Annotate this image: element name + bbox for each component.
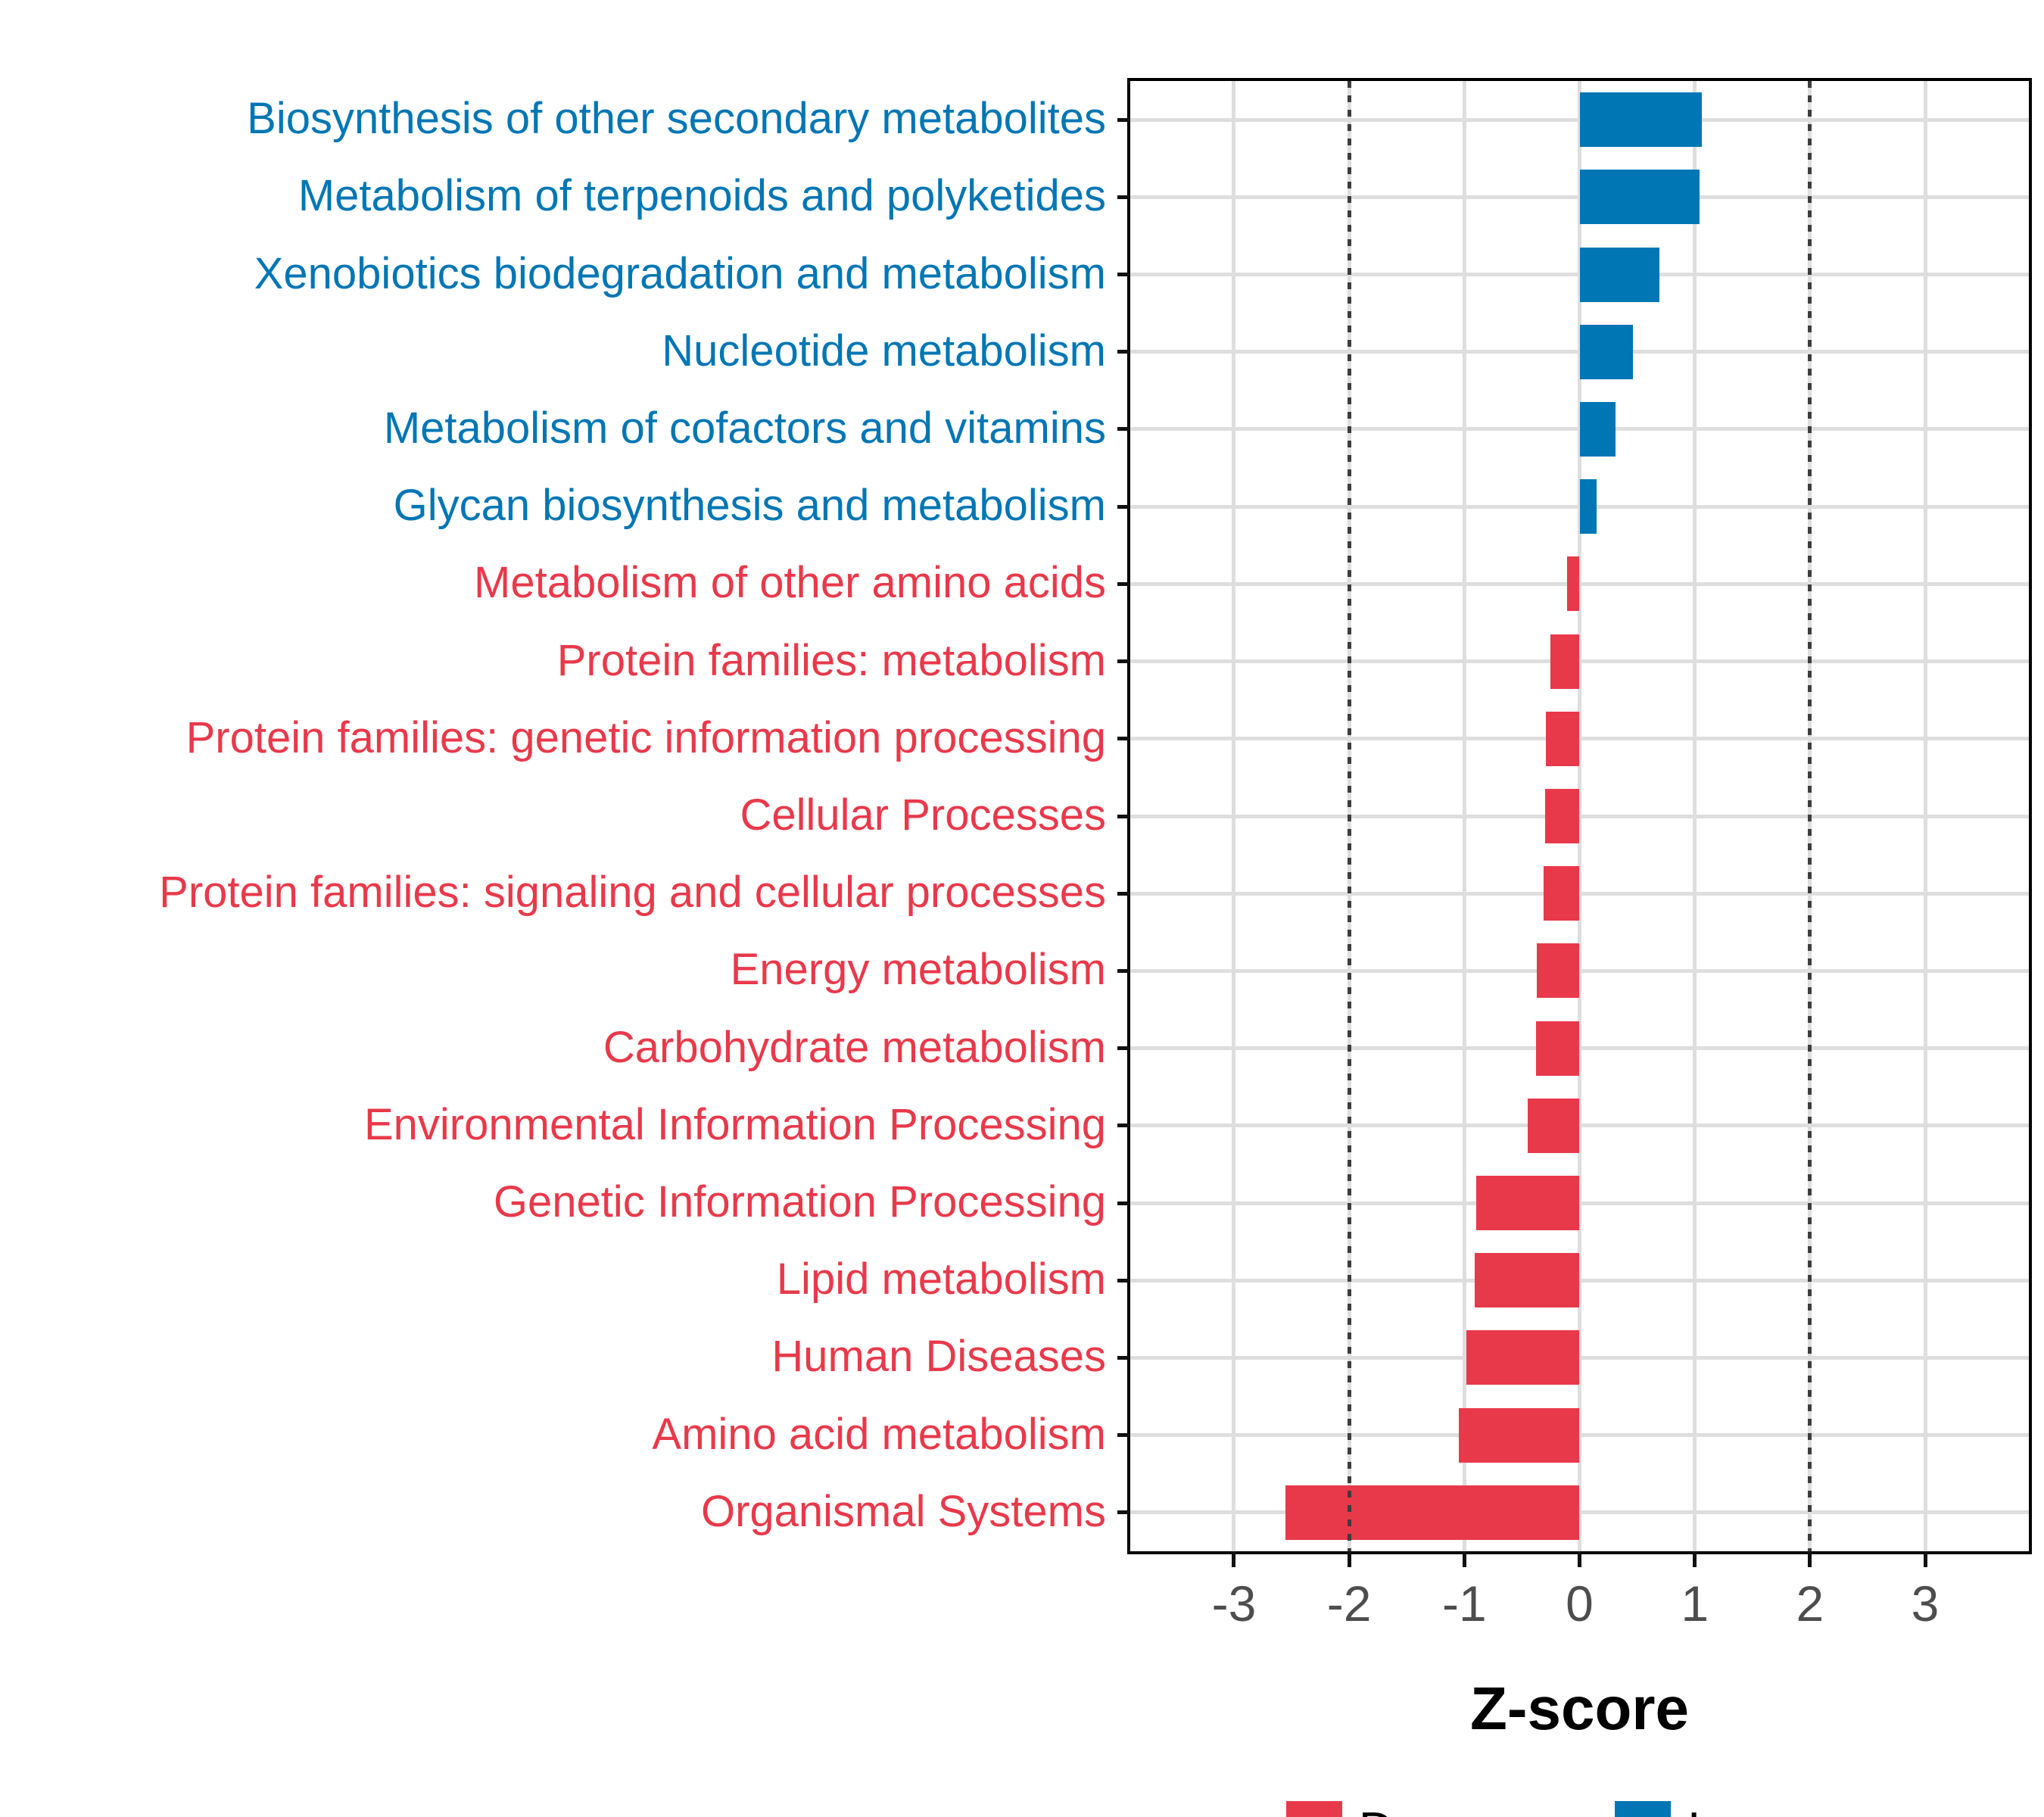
category-label: Energy metabolism bbox=[730, 945, 1106, 995]
horizontal-gridline bbox=[1130, 1046, 2029, 1051]
horizontal-gridline bbox=[1130, 1433, 2029, 1438]
x-tick-label: 1 bbox=[1681, 1575, 1709, 1632]
bar-genetic-information-processing bbox=[1475, 1176, 1580, 1231]
bar-glycan-biosynthesis-and-metabolism bbox=[1579, 479, 1597, 535]
y-tick-mark bbox=[1117, 1510, 1130, 1515]
y-tick-mark bbox=[1117, 659, 1130, 664]
y-tick-mark bbox=[1117, 117, 1130, 122]
y-tick-mark bbox=[1117, 968, 1130, 973]
y-tick-mark bbox=[1117, 814, 1130, 818]
horizontal-gridline bbox=[1130, 1510, 2029, 1515]
y-tick-mark bbox=[1117, 350, 1130, 354]
category-label: Protein families: metabolism bbox=[556, 635, 1106, 685]
x-tick-label: 2 bbox=[1796, 1575, 1824, 1632]
category-label: Xenobiotics biodegradation and metabolis… bbox=[254, 248, 1106, 298]
y-tick-mark bbox=[1117, 1046, 1130, 1051]
category-label: Nucleotide metabolism bbox=[662, 326, 1106, 376]
category-label: Genetic Information Processing bbox=[493, 1177, 1106, 1226]
category-label: Carbohydrate metabolism bbox=[603, 1022, 1106, 1072]
horizontal-gridline bbox=[1130, 737, 2029, 741]
y-tick-mark bbox=[1117, 1124, 1130, 1128]
bar-metabolism-of-cofactors-and-vitamins bbox=[1579, 401, 1616, 457]
legend-label: Decrease bbox=[1359, 1805, 1566, 1817]
bar-organismal-systems bbox=[1285, 1485, 1580, 1540]
legend: Decrease Increase bbox=[1130, 1801, 2029, 1817]
y-tick-mark bbox=[1117, 891, 1130, 896]
reference-line--2 bbox=[1347, 81, 1351, 1551]
horizontal-gridline bbox=[1130, 659, 2029, 664]
horizontal-gridline bbox=[1130, 581, 2029, 586]
bar-amino-acid-metabolism bbox=[1458, 1407, 1580, 1463]
horizontal-gridline bbox=[1130, 1201, 2029, 1205]
bar-xenobiotics-biodegradation-and-metabolism bbox=[1579, 247, 1659, 302]
horizontal-gridline bbox=[1130, 814, 2029, 818]
legend-label: Increase bbox=[1687, 1805, 1873, 1817]
bar-metabolism-of-terpenoids-and-polyketides bbox=[1579, 170, 1700, 225]
legend-entry-decrease: Decrease bbox=[1285, 1801, 1566, 1817]
horizontal-gridline bbox=[1130, 1355, 2029, 1360]
category-label: Human Diseases bbox=[771, 1332, 1106, 1382]
horizontal-gridline bbox=[1130, 1278, 2029, 1282]
x-tick-mark bbox=[1232, 1551, 1236, 1567]
bar-human-diseases bbox=[1466, 1330, 1580, 1385]
bar-cellular-processes bbox=[1544, 789, 1580, 843]
category-label: Amino acid metabolism bbox=[652, 1409, 1106, 1459]
horizontal-gridline bbox=[1130, 891, 2029, 896]
x-tick-label: -2 bbox=[1326, 1575, 1372, 1632]
x-tick-label: 3 bbox=[1911, 1575, 1940, 1632]
y-tick-mark bbox=[1117, 581, 1130, 586]
y-tick-mark bbox=[1117, 1278, 1130, 1282]
x-tick-mark bbox=[1923, 1551, 1927, 1567]
category-label: Metabolism of terpenoids and polyketides bbox=[298, 171, 1106, 221]
bar-protein-families-signaling-and-cellular-processes bbox=[1544, 866, 1580, 921]
x-tick-label: 0 bbox=[1566, 1575, 1594, 1632]
x-tick-mark bbox=[1693, 1551, 1697, 1567]
bar-protein-families-metabolism bbox=[1550, 634, 1580, 689]
y-tick-mark bbox=[1117, 1433, 1130, 1438]
y-tick-mark bbox=[1117, 1355, 1130, 1360]
y-tick-mark bbox=[1117, 273, 1130, 277]
bar-metabolism-of-other-amino-acids bbox=[1566, 556, 1580, 612]
category-label: Environmental Information Processing bbox=[363, 1099, 1106, 1149]
y-tick-mark bbox=[1117, 195, 1130, 199]
category-label: Organismal Systems bbox=[700, 1486, 1106, 1536]
y-tick-mark bbox=[1117, 1201, 1130, 1205]
legend-entry-increase: Increase bbox=[1614, 1801, 1873, 1817]
category-label: Metabolism of other amino acids bbox=[474, 558, 1106, 608]
x-tick-label: -3 bbox=[1211, 1575, 1257, 1632]
bar-environmental-information-processing bbox=[1528, 1098, 1580, 1153]
category-label: Metabolism of cofactors and vitamins bbox=[383, 403, 1106, 453]
y-tick-mark bbox=[1117, 504, 1130, 509]
legend-key-decrease bbox=[1285, 1801, 1342, 1817]
y-tick-mark bbox=[1117, 427, 1130, 432]
bar-lipid-metabolism bbox=[1475, 1253, 1580, 1308]
bar-carbohydrate-metabolism bbox=[1535, 1021, 1580, 1076]
bar-nucleotide-metabolism bbox=[1579, 324, 1633, 379]
x-tick-mark bbox=[1462, 1551, 1466, 1567]
x-tick-mark bbox=[1578, 1551, 1581, 1567]
x-tick-mark bbox=[1347, 1551, 1351, 1567]
category-label: Lipid metabolism bbox=[776, 1254, 1106, 1304]
category-label: Biosynthesis of other secondary metaboli… bbox=[247, 93, 1106, 143]
horizontal-gridline bbox=[1130, 1124, 2029, 1128]
category-label: Glycan biosynthesis and metabolism bbox=[393, 480, 1106, 530]
x-axis-title: Z-score bbox=[1470, 1675, 1689, 1742]
horizontal-gridline bbox=[1130, 968, 2029, 973]
legend-key-increase bbox=[1614, 1801, 1671, 1817]
category-label: Cellular Processes bbox=[740, 790, 1106, 840]
x-tick-mark bbox=[1808, 1551, 1812, 1567]
bar-biosynthesis-of-other-secondary-metabolites bbox=[1579, 92, 1702, 148]
x-tick-label: -1 bbox=[1441, 1575, 1487, 1632]
y-tick-mark bbox=[1117, 737, 1130, 741]
bar-energy-metabolism bbox=[1537, 943, 1580, 999]
category-label: Protein families: genetic information pr… bbox=[185, 712, 1106, 762]
reference-line-2 bbox=[1808, 81, 1812, 1551]
category-label: Protein families: signaling and cellular… bbox=[159, 868, 1106, 918]
bar-protein-families-genetic-information-processing bbox=[1546, 711, 1580, 766]
